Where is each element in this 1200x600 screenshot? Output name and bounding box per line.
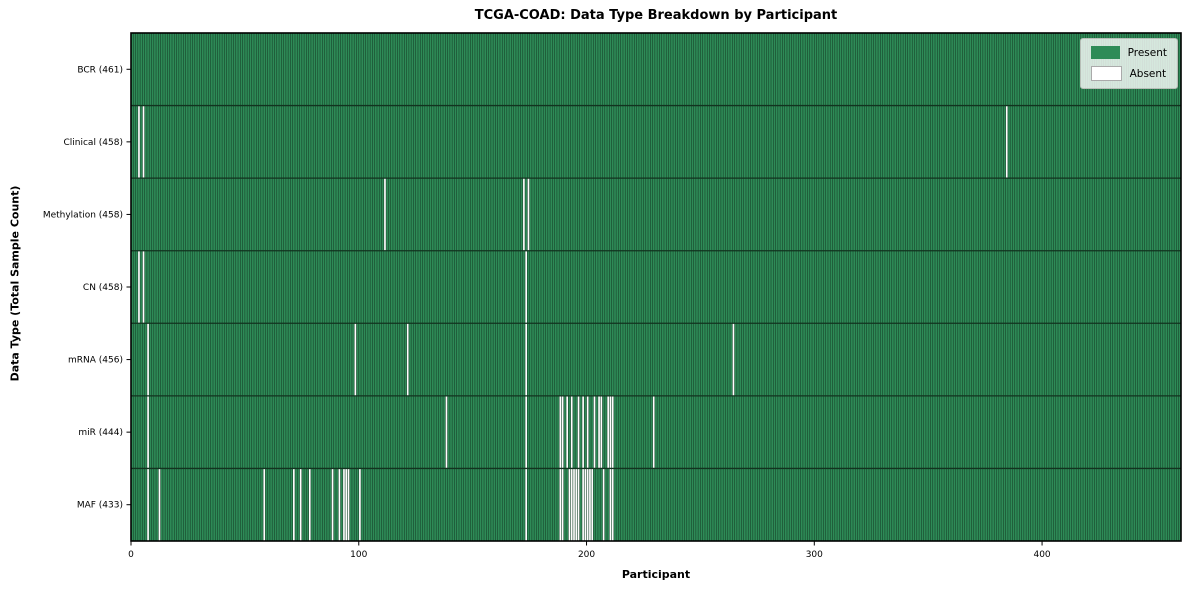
y-tick-label-MAF: MAF (433) (77, 501, 123, 511)
y-tick-label-miR: miR (444) (78, 428, 123, 438)
absent-stripe-miR-210 (609, 395, 612, 469)
x-tick-label-400: 400 (1033, 550, 1050, 560)
absent-stripe-MAF-211 (611, 468, 614, 541)
absent-stripe-Methylation-172 (522, 178, 526, 251)
absent-stripe-MAF-12 (158, 468, 161, 541)
absent-stripe-miR-229 (652, 395, 655, 469)
absent-stripe-MAF-58 (263, 468, 266, 541)
y-tick-label-Clinical: Clinical (458) (63, 138, 123, 148)
absent-stripe-MAF-93 (342, 468, 346, 541)
absent-stripe-Clinical-3 (137, 105, 141, 179)
absent-stripe-MAF-201 (588, 468, 592, 541)
absent-stripe-MAF-94 (345, 468, 348, 541)
absent-stripe-MAF-78 (308, 468, 311, 541)
absent-stripe-MAF-193 (570, 468, 573, 541)
absent-stripe-MAF-198 (581, 468, 585, 541)
absent-stripe-mRNA-7 (146, 323, 150, 396)
absent-stripe-miR-191 (566, 395, 569, 469)
absent-stripe-MAF-189 (561, 468, 564, 541)
absent-stripe-MAF-100 (358, 468, 362, 541)
absent-stripe-MAF-196 (577, 468, 580, 541)
absent-stripe-MAF-194 (572, 468, 576, 541)
absent-stripe-MAF-210 (609, 468, 612, 541)
absent-stripe-miR-7 (146, 395, 150, 469)
absent-stripe-MAF-195 (575, 468, 578, 541)
y-axis-title: Data Type (Total Sample Count) (8, 185, 22, 382)
absent-stripe-mRNA-173 (525, 323, 528, 396)
y-tick-label-BCR: BCR (461) (77, 65, 123, 75)
absent-stripe-mRNA-121 (406, 323, 409, 396)
y-tick-label-Methylation: Methylation (458) (43, 210, 123, 220)
absent-stripe-MAF-7 (146, 468, 150, 541)
absent-stripe-MAF-71 (292, 468, 295, 541)
absent-stripe-Methylation-111 (383, 178, 387, 251)
absent-stripe-MAF-88 (331, 468, 334, 541)
absent-stripe-miR-138 (445, 395, 448, 469)
legend: Present Absent (1079, 38, 1178, 89)
absent-stripe-MAF-202 (591, 468, 594, 541)
absent-stripe-MAF-207 (602, 468, 605, 541)
y-tick-label-CN: CN (458) (83, 283, 123, 293)
absent-swatch (1090, 66, 1122, 81)
absent-stripe-MAF-74 (299, 468, 302, 541)
absent-stripe-miR-193 (570, 395, 573, 469)
absent-stripe-Methylation-174 (527, 178, 530, 251)
absent-stripe-MAF-199 (584, 468, 587, 541)
absent-stripe-MAF-192 (568, 468, 571, 541)
absent-stripe-Clinical-384 (1005, 105, 1008, 179)
legend-item-present: Present (1090, 46, 1167, 59)
absent-stripe-miR-209 (607, 395, 610, 469)
absent-stripe-CN-173 (525, 250, 528, 324)
legend-label-present: Present (1127, 46, 1167, 59)
absent-stripe-miR-196 (577, 395, 580, 469)
absent-stripe-mRNA-264 (732, 323, 735, 396)
plot-background (131, 33, 1181, 541)
y-tick-label-mRNA: mRNA (456) (68, 356, 123, 366)
legend-item-absent: Absent (1090, 66, 1167, 81)
absent-stripe-miR-200 (586, 395, 589, 469)
chart-title: TCGA-COAD: Data Type Breakdown by Partic… (474, 8, 838, 23)
absent-stripe-MAF-188 (559, 468, 562, 541)
absent-stripe-MAF-173 (525, 468, 528, 541)
present-swatch (1090, 46, 1120, 59)
absent-stripe-miR-188 (559, 395, 562, 469)
absent-stripe-miR-203 (593, 395, 596, 469)
x-tick-label-300: 300 (806, 550, 823, 560)
x-tick-label-200: 200 (578, 550, 595, 560)
absent-stripe-miR-189 (561, 395, 564, 469)
x-tick-label-0: 0 (128, 550, 134, 560)
absent-stripe-miR-206 (600, 395, 603, 469)
x-tick-label-100: 100 (350, 550, 367, 560)
absent-stripe-MAF-95 (347, 468, 350, 541)
absent-stripe-CN-5 (142, 250, 145, 324)
absent-stripe-MAF-200 (586, 468, 589, 541)
legend-label-absent: Absent (1129, 67, 1167, 80)
x-axis-title: Participant (621, 568, 691, 581)
absent-stripe-CN-3 (137, 250, 141, 324)
absent-stripe-Clinical-5 (142, 105, 145, 179)
absent-stripe-miR-205 (597, 395, 601, 469)
absent-stripe-miR-173 (525, 395, 528, 469)
absent-stripe-miR-198 (581, 395, 585, 469)
absent-stripe-miR-211 (611, 395, 614, 469)
absent-stripe-MAF-91 (338, 468, 341, 541)
absent-stripe-mRNA-98 (354, 323, 357, 396)
